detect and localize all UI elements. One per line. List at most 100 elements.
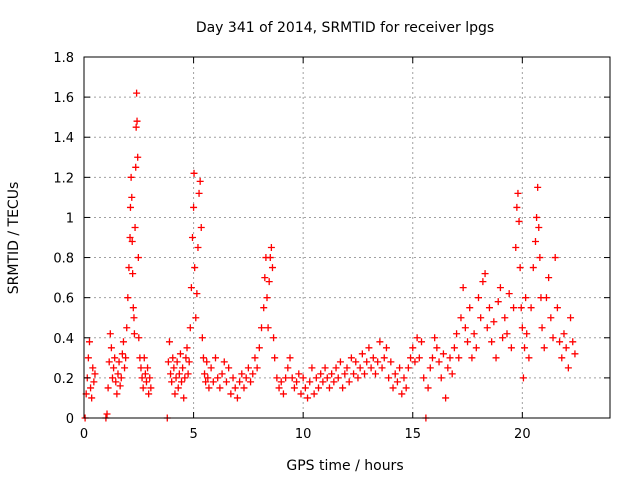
data-point bbox=[336, 358, 344, 366]
data-point bbox=[117, 374, 125, 382]
data-point bbox=[385, 374, 393, 382]
data-point bbox=[553, 304, 561, 312]
data-point bbox=[247, 378, 255, 386]
data-point bbox=[334, 374, 342, 382]
data-point bbox=[426, 364, 434, 372]
data-point bbox=[569, 338, 577, 346]
y-tick-label: 0.6 bbox=[53, 292, 74, 307]
data-point bbox=[180, 394, 188, 402]
data-point bbox=[286, 354, 294, 362]
data-point bbox=[361, 370, 369, 378]
x-tick-label: 0 bbox=[80, 427, 88, 442]
data-point bbox=[518, 324, 526, 332]
data-point bbox=[510, 304, 518, 312]
data-point bbox=[321, 364, 329, 372]
data-point bbox=[258, 324, 266, 332]
data-point bbox=[380, 354, 388, 362]
data-point bbox=[242, 374, 250, 382]
x-tick-label: 10 bbox=[295, 427, 312, 442]
data-point bbox=[339, 384, 347, 392]
data-point bbox=[479, 278, 487, 286]
data-point bbox=[91, 370, 99, 378]
data-point bbox=[90, 378, 98, 386]
data-point bbox=[116, 382, 124, 390]
data-point bbox=[341, 370, 349, 378]
data-point bbox=[488, 338, 496, 346]
data-point bbox=[499, 334, 507, 342]
data-point bbox=[365, 344, 373, 352]
data-point bbox=[279, 390, 287, 398]
data-point bbox=[319, 378, 327, 386]
data-point bbox=[185, 358, 193, 366]
data-point bbox=[525, 354, 533, 362]
data-point bbox=[129, 304, 137, 312]
data-point bbox=[393, 378, 401, 386]
data-point bbox=[558, 354, 566, 362]
data-point bbox=[88, 394, 96, 402]
data-point bbox=[127, 173, 135, 181]
data-point bbox=[369, 354, 377, 362]
data-point bbox=[205, 384, 213, 392]
data-point bbox=[470, 330, 478, 338]
data-point bbox=[204, 374, 212, 382]
data-point bbox=[231, 384, 239, 392]
data-point bbox=[376, 338, 384, 346]
data-point bbox=[398, 390, 406, 398]
data-point bbox=[523, 330, 531, 338]
data-point bbox=[167, 370, 175, 378]
y-tick-label: 1.4 bbox=[53, 131, 74, 146]
data-point bbox=[418, 338, 426, 346]
data-point bbox=[113, 390, 121, 398]
data-point bbox=[164, 358, 172, 366]
data-point bbox=[347, 354, 355, 362]
data-point bbox=[128, 238, 136, 246]
data-point bbox=[268, 264, 276, 272]
data-point bbox=[535, 223, 543, 231]
data-point bbox=[132, 163, 140, 171]
data-point bbox=[179, 364, 187, 372]
data-point bbox=[549, 334, 557, 342]
data-point bbox=[332, 364, 340, 372]
data-point bbox=[183, 344, 191, 352]
data-point bbox=[521, 344, 529, 352]
data-point bbox=[374, 358, 382, 366]
y-axis-label: SRMTID / TECUs bbox=[6, 182, 22, 295]
data-point bbox=[494, 298, 502, 306]
data-point bbox=[330, 378, 338, 386]
data-point bbox=[233, 394, 241, 402]
data-point bbox=[483, 324, 491, 332]
data-point bbox=[114, 370, 122, 378]
data-point bbox=[382, 344, 390, 352]
data-point bbox=[424, 384, 432, 392]
data-point bbox=[515, 217, 523, 225]
data-point bbox=[461, 324, 469, 332]
data-point bbox=[203, 358, 211, 366]
data-point bbox=[288, 374, 296, 382]
data-point bbox=[428, 354, 436, 362]
data-point bbox=[142, 378, 150, 386]
data-point bbox=[490, 318, 498, 326]
x-tick-label: 5 bbox=[189, 427, 197, 442]
data-point bbox=[134, 254, 142, 262]
data-point bbox=[146, 374, 154, 382]
data-point bbox=[457, 314, 465, 322]
data-point bbox=[170, 364, 178, 372]
y-tick-label: 1 bbox=[66, 211, 74, 226]
data-point bbox=[212, 354, 219, 362]
data-point bbox=[240, 384, 248, 392]
data-point bbox=[404, 364, 412, 372]
data-point bbox=[209, 378, 217, 386]
data-point bbox=[172, 374, 180, 382]
data-point bbox=[387, 358, 395, 366]
data-point bbox=[105, 358, 113, 366]
data-point bbox=[119, 338, 127, 346]
data-point bbox=[201, 370, 209, 378]
data-point bbox=[512, 244, 520, 252]
data-point bbox=[214, 374, 222, 382]
data-point bbox=[551, 254, 559, 262]
data-point bbox=[186, 324, 194, 332]
data-point bbox=[191, 264, 199, 272]
data-point bbox=[446, 354, 454, 362]
data-point bbox=[450, 344, 458, 352]
